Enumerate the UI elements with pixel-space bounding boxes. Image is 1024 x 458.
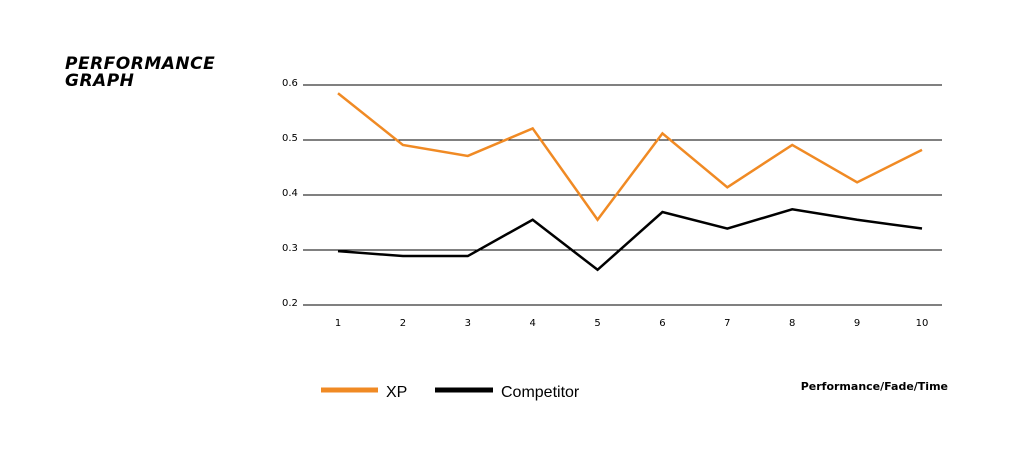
- y-tick-label: 0.5: [282, 133, 298, 144]
- x-axis-label: Performance/Fade/Time: [801, 380, 948, 393]
- x-tick-label: 9: [854, 318, 860, 329]
- x-tick-label: 3: [465, 318, 471, 329]
- y-tick-label: 0.2: [282, 298, 298, 309]
- y-tick-label: 0.4: [282, 188, 298, 199]
- x-tick-label: 8: [789, 318, 795, 329]
- x-tick-label: 4: [529, 318, 535, 329]
- series-line-xp: [337, 92, 923, 222]
- legend-label-competitor: Competitor: [501, 384, 580, 401]
- x-tick-label: 6: [659, 318, 665, 329]
- x-tick-label: 7: [724, 318, 730, 329]
- y-tick-label: 0.6: [282, 78, 298, 89]
- series-line-competitor: [337, 208, 923, 272]
- x-tick-label: 10: [916, 318, 929, 329]
- y-tick-label: 0.3: [282, 243, 298, 254]
- x-tick-label: 5: [594, 318, 600, 329]
- legend-label-xp: XP: [386, 384, 407, 401]
- x-tick-label: 2: [400, 318, 406, 329]
- x-tick-label: 1: [335, 318, 341, 329]
- chart-title: PERFORMANCE GRAPH: [65, 54, 216, 91]
